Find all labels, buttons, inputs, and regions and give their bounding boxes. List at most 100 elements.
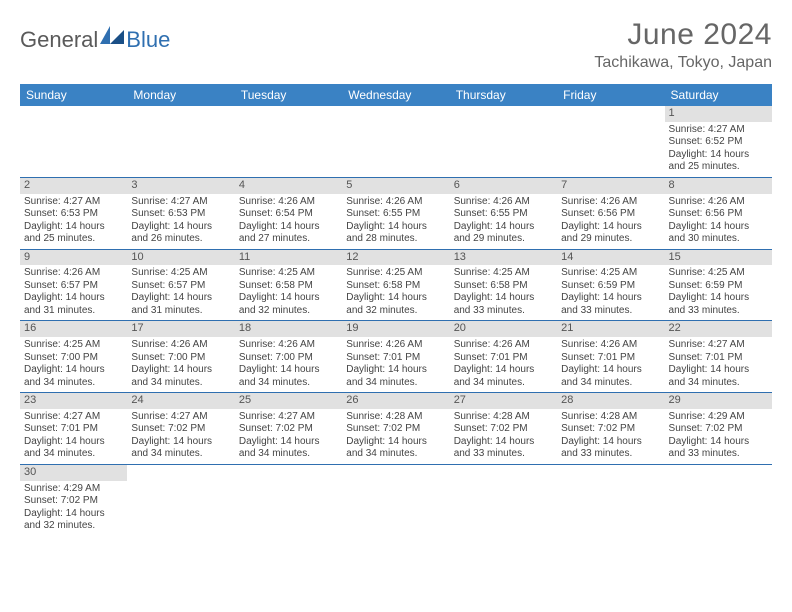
cell-line: and 25 minutes. (669, 161, 768, 174)
cell-line: Sunset: 6:58 PM (454, 280, 553, 293)
day-number: 24 (127, 393, 234, 409)
calendar-cell: 14Sunrise: 4:25 AMSunset: 6:59 PMDayligh… (557, 249, 664, 321)
cell-line: Sunrise: 4:28 AM (346, 411, 445, 424)
calendar-cell: 3Sunrise: 4:27 AMSunset: 6:53 PMDaylight… (127, 177, 234, 249)
day-number: 21 (557, 321, 664, 337)
calendar-cell: 22 Sunrise: 4:27 AMSunset: 7:01 PMDayligh… (665, 321, 772, 393)
cell-line: Daylight: 14 hours (239, 221, 338, 234)
cell-line: and 27 minutes. (239, 233, 338, 246)
calendar-cell: 12Sunrise: 4:25 AMSunset: 6:58 PMDayligh… (342, 249, 449, 321)
cell-line: Sunset: 7:00 PM (239, 352, 338, 365)
cell-line: and 31 minutes. (24, 305, 123, 318)
cell-line: Sunset: 6:59 PM (561, 280, 660, 293)
calendar-cell: 29Sunrise: 4:29 AMSunset: 7:02 PMDayligh… (665, 393, 772, 465)
cell-line: and 26 minutes. (131, 233, 230, 246)
cell-line: Sunrise: 4:25 AM (24, 339, 123, 352)
cell-line: Sunrise: 4:27 AM (669, 124, 768, 137)
cell-line: Sunset: 7:02 PM (346, 423, 445, 436)
calendar-cell: 26 Sunrise: 4:28 AMSunset: 7:02 PMDayligh… (342, 393, 449, 465)
cell-line: Sunrise: 4:25 AM (454, 267, 553, 280)
cell-line: and 33 minutes. (561, 305, 660, 318)
cell-line: and 32 minutes. (346, 305, 445, 318)
calendar-cell: 21Sunrise: 4:26 AMSunset: 7:01 PMDayligh… (557, 321, 664, 393)
cell-line: and 34 minutes. (561, 377, 660, 390)
cell-line: Sunrise: 4:26 AM (669, 196, 768, 209)
cell-line: Sunrise: 4:26 AM (346, 196, 445, 209)
day-number: 9 (20, 250, 127, 266)
cell-line: Daylight: 14 hours (454, 436, 553, 449)
cell-line: Sunrise: 4:28 AM (454, 411, 553, 424)
calendar-cell: 6Sunrise: 4:26 AMSunset: 6:55 PMDaylight… (450, 177, 557, 249)
calendar-cell: 2Sunrise: 4:27 AMSunset: 6:53 PMDaylight… (20, 177, 127, 249)
cell-line: Daylight: 14 hours (669, 364, 768, 377)
cell-line: and 34 minutes. (131, 377, 230, 390)
cell-line: Daylight: 14 hours (239, 292, 338, 305)
cell-line: Sunset: 6:58 PM (239, 280, 338, 293)
calendar-cell (235, 106, 342, 177)
cell-line: Sunrise: 4:29 AM (669, 411, 768, 424)
cell-line: Sunrise: 4:26 AM (454, 339, 553, 352)
cell-line: and 32 minutes. (239, 305, 338, 318)
calendar-cell (235, 464, 342, 535)
day-number: 22 (665, 321, 772, 337)
cell-line: Daylight: 14 hours (131, 221, 230, 234)
calendar-cell: 8Sunrise: 4:26 AMSunset: 6:56 PMDaylight… (665, 177, 772, 249)
cell-line: Daylight: 14 hours (561, 364, 660, 377)
cell-line: Sunrise: 4:27 AM (669, 339, 768, 352)
calendar-cell: 1Sunrise: 4:27 AMSunset: 6:52 PMDaylight… (665, 106, 772, 177)
cell-line: and 28 minutes. (346, 233, 445, 246)
cell-line: Daylight: 14 hours (669, 436, 768, 449)
cell-line: and 34 minutes. (346, 377, 445, 390)
logo-text-blue: Blue (126, 27, 170, 53)
calendar-cell: 5Sunrise: 4:26 AMSunset: 6:55 PMDaylight… (342, 177, 449, 249)
day-number: 17 (127, 321, 234, 337)
cell-line: Sunset: 7:01 PM (346, 352, 445, 365)
cell-line: Sunset: 7:00 PM (131, 352, 230, 365)
cell-line: and 31 minutes. (131, 305, 230, 318)
calendar-cell (450, 106, 557, 177)
cell-line: and 30 minutes. (669, 233, 768, 246)
cell-line: Sunrise: 4:28 AM (561, 411, 660, 424)
cell-line: and 29 minutes. (561, 233, 660, 246)
calendar-cell: 30Sunrise: 4:29 AMSunset: 7:02 PMDayligh… (20, 464, 127, 535)
column-header: Sunday (20, 84, 127, 106)
cell-line: Sunrise: 4:26 AM (131, 339, 230, 352)
cell-line: Sunrise: 4:27 AM (24, 196, 123, 209)
day-number: 14 (557, 250, 664, 266)
day-number: 23 (20, 393, 127, 409)
cell-line: Sunrise: 4:27 AM (131, 411, 230, 424)
cell-line: and 34 minutes. (669, 377, 768, 390)
calendar-cell: 11Sunrise: 4:25 AMSunset: 6:58 PMDayligh… (235, 249, 342, 321)
cell-line: Sunset: 7:01 PM (669, 352, 768, 365)
cell-line: Daylight: 14 hours (346, 436, 445, 449)
cell-line: Sunset: 7:02 PM (24, 495, 123, 508)
day-number: 18 (235, 321, 342, 337)
cell-line: Sunset: 7:01 PM (561, 352, 660, 365)
cell-line: Daylight: 14 hours (24, 364, 123, 377)
logo-text-general: General (20, 27, 98, 53)
cell-line: Sunrise: 4:25 AM (239, 267, 338, 280)
day-number: 10 (127, 250, 234, 266)
cell-line: Daylight: 14 hours (131, 292, 230, 305)
day-number: 2 (20, 178, 127, 194)
calendar-cell: 9Sunrise: 4:26 AMSunset: 6:57 PMDaylight… (20, 249, 127, 321)
day-number: 5 (342, 178, 449, 194)
calendar-cell: 27Sunrise: 4:28 AMSunset: 7:02 PMDayligh… (450, 393, 557, 465)
calendar-cell: 17Sunrise: 4:26 AMSunset: 7:00 PMDayligh… (127, 321, 234, 393)
cell-line: Sunset: 6:54 PM (239, 208, 338, 221)
cell-line: Sunset: 6:56 PM (669, 208, 768, 221)
cell-line: and 32 minutes. (24, 520, 123, 533)
column-header: Wednesday (342, 84, 449, 106)
logo: General Blue (20, 26, 170, 54)
cell-line: and 25 minutes. (24, 233, 123, 246)
cell-line: Sunset: 6:58 PM (346, 280, 445, 293)
day-number: 26 (342, 393, 449, 409)
cell-line: Sunset: 6:53 PM (131, 208, 230, 221)
cell-line: and 33 minutes. (561, 448, 660, 461)
calendar-cell (127, 106, 234, 177)
calendar-cell (20, 106, 127, 177)
cell-line: Sunrise: 4:27 AM (24, 411, 123, 424)
page-title: June 2024 (594, 18, 772, 52)
day-number: 16 (20, 321, 127, 337)
cell-line: Daylight: 14 hours (669, 292, 768, 305)
